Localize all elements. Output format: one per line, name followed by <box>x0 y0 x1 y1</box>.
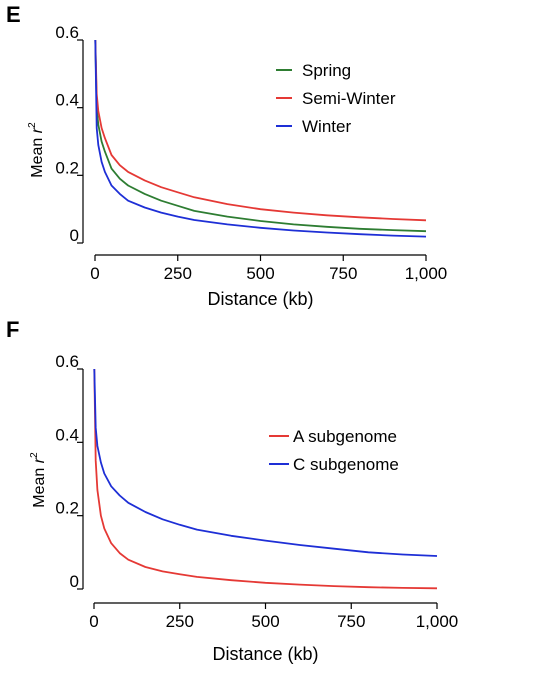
series-line-semi-winter <box>94 39 427 222</box>
series-line-winter <box>94 39 427 238</box>
series-line-spring <box>94 39 427 233</box>
panel-label: E <box>6 2 21 27</box>
y-axis-title-var: r <box>29 127 46 133</box>
y-axis-title: Mean r2 <box>29 452 48 508</box>
series-line-a-subgenome <box>93 368 438 590</box>
y-tick-label: 0 <box>70 572 79 591</box>
x-tick-label: 0 <box>90 264 99 283</box>
legend-label: C subgenome <box>293 455 399 474</box>
y-tick-label: 0.6 <box>55 23 79 42</box>
x-tick-label: 1,000 <box>416 612 459 631</box>
legend-label: A subgenome <box>293 427 397 446</box>
legend-label: Winter <box>302 117 351 136</box>
x-tick-label: 750 <box>337 612 365 631</box>
y-axis-title-sup: 2 <box>27 122 38 128</box>
x-tick-label: 750 <box>329 264 357 283</box>
x-tick-label: 500 <box>246 264 274 283</box>
chart-panel-f: F 0 0.2 0.4 0.6 0 250 500 750 1,000 Distance (kb) M… <box>6 317 458 664</box>
y-tick-label: 0.4 <box>55 91 79 110</box>
x-tick-label: 0 <box>89 612 98 631</box>
y-tick-label: 0.2 <box>55 158 79 177</box>
y-tick-label: 0.4 <box>55 425 79 444</box>
x-axis-title: Distance (kb) <box>212 644 318 664</box>
y-axis-title-main: Mean <box>29 133 46 177</box>
y-axis-title-sup: 2 <box>29 452 40 458</box>
x-tick-label: 500 <box>251 612 279 631</box>
y-axis-title-main: Mean <box>31 463 48 507</box>
y-tick-label: 0 <box>70 226 79 245</box>
series-line-c-subgenome <box>93 368 438 557</box>
x-tick-label: 1,000 <box>405 264 448 283</box>
y-tick-label: 0.6 <box>55 352 79 371</box>
y-axis-title: Mean r2 <box>27 122 46 178</box>
legend-label: Spring <box>302 61 351 80</box>
chart-panel-e: E 0 0.2 0.4 0.6 0 250 500 750 1,000 Distance (kb) M… <box>6 2 447 309</box>
x-axis-title: Distance (kb) <box>207 289 313 309</box>
y-tick-label: 0.2 <box>55 499 79 518</box>
x-tick-label: 250 <box>166 612 194 631</box>
panel-label: F <box>6 317 19 342</box>
x-tick-label: 250 <box>164 264 192 283</box>
legend-label: Semi-Winter <box>302 89 396 108</box>
y-axis-title-var: r <box>31 457 48 463</box>
